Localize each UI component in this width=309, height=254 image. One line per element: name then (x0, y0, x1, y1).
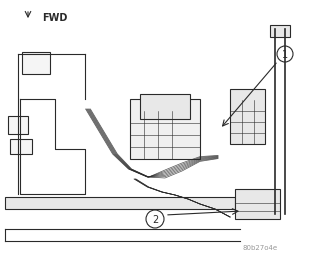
FancyBboxPatch shape (270, 26, 290, 38)
Text: FWD: FWD (42, 13, 68, 23)
FancyBboxPatch shape (230, 90, 265, 145)
FancyBboxPatch shape (8, 117, 28, 134)
Text: 1: 1 (282, 50, 288, 60)
FancyBboxPatch shape (10, 139, 32, 154)
Text: 80b27o4e: 80b27o4e (243, 244, 277, 250)
FancyBboxPatch shape (140, 95, 190, 120)
FancyBboxPatch shape (5, 197, 235, 209)
Text: 2: 2 (152, 214, 158, 224)
FancyBboxPatch shape (130, 100, 200, 159)
FancyBboxPatch shape (22, 53, 50, 75)
FancyBboxPatch shape (235, 189, 280, 219)
